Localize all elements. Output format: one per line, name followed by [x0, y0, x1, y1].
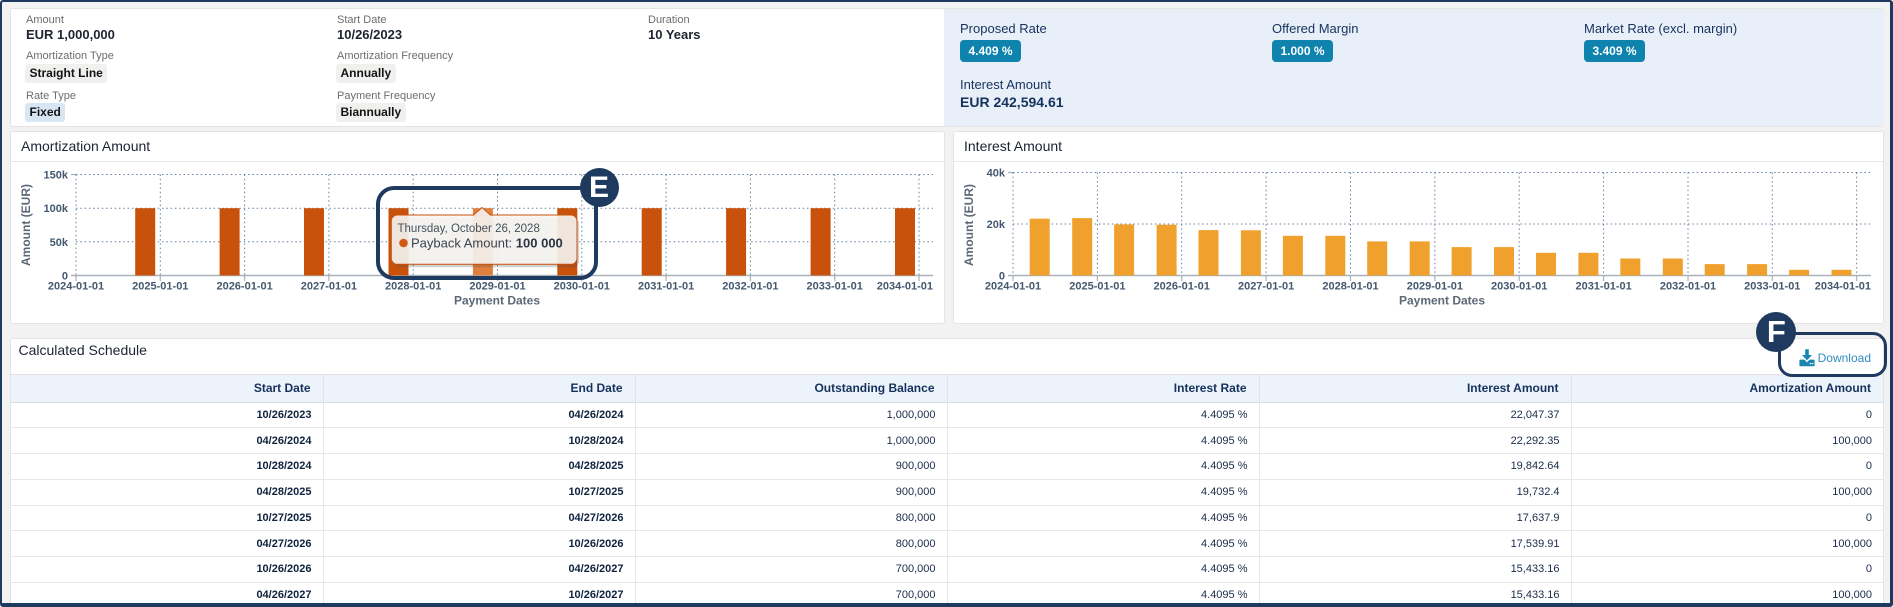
- svg-text:150k: 150k: [44, 170, 69, 182]
- svg-text:2030-01-01: 2030-01-01: [554, 281, 610, 293]
- svg-text:2033-01-01: 2033-01-01: [1744, 281, 1800, 293]
- svg-text:2027-01-01: 2027-01-01: [1238, 281, 1294, 293]
- svg-text:Payment Dates: Payment Dates: [1399, 294, 1485, 308]
- svg-text:2029-01-01: 2029-01-01: [469, 281, 525, 293]
- svg-text:2032-01-01: 2032-01-01: [1660, 281, 1716, 293]
- svg-text:20k: 20k: [987, 219, 1006, 231]
- svg-text:2026-01-01: 2026-01-01: [216, 281, 272, 293]
- svg-text:100k: 100k: [44, 203, 69, 215]
- svg-text:0: 0: [62, 271, 68, 283]
- svg-text:2024-01-01: 2024-01-01: [985, 281, 1041, 293]
- svg-text:2027-01-01: 2027-01-01: [301, 281, 357, 293]
- svg-text:Payment Dates: Payment Dates: [454, 294, 540, 308]
- svg-text:2032-01-01: 2032-01-01: [722, 281, 778, 293]
- svg-text:2026-01-01: 2026-01-01: [1154, 281, 1210, 293]
- svg-text:2031-01-01: 2031-01-01: [1575, 281, 1631, 293]
- svg-text:Thursday, October 26, 2028: Thursday, October 26, 2028: [398, 223, 540, 235]
- svg-text:50k: 50k: [50, 237, 69, 249]
- svg-text:0: 0: [999, 271, 1005, 283]
- svg-text:2028-01-01: 2028-01-01: [385, 281, 441, 293]
- svg-text:2029-01-01: 2029-01-01: [1407, 281, 1463, 293]
- svg-text:2034-01-01: 2034-01-01: [877, 281, 933, 293]
- svg-text:2024-01-01: 2024-01-01: [48, 281, 104, 293]
- svg-text:2028-01-01: 2028-01-01: [1322, 281, 1378, 293]
- svg-text:2030-01-01: 2030-01-01: [1491, 281, 1547, 293]
- svg-text:2025-01-01: 2025-01-01: [132, 281, 188, 293]
- svg-text:2025-01-01: 2025-01-01: [1069, 281, 1125, 293]
- svg-text:Payback Amount: 100 000: Payback Amount: 100 000: [411, 236, 563, 251]
- svg-text:Amount (EUR): Amount (EUR): [19, 184, 33, 266]
- svg-text:2031-01-01: 2031-01-01: [638, 281, 694, 293]
- svg-text:40k: 40k: [987, 168, 1006, 180]
- svg-text:2034-01-01: 2034-01-01: [1815, 281, 1871, 293]
- svg-text:2033-01-01: 2033-01-01: [807, 281, 863, 293]
- svg-text:Amount (EUR): Amount (EUR): [962, 184, 976, 266]
